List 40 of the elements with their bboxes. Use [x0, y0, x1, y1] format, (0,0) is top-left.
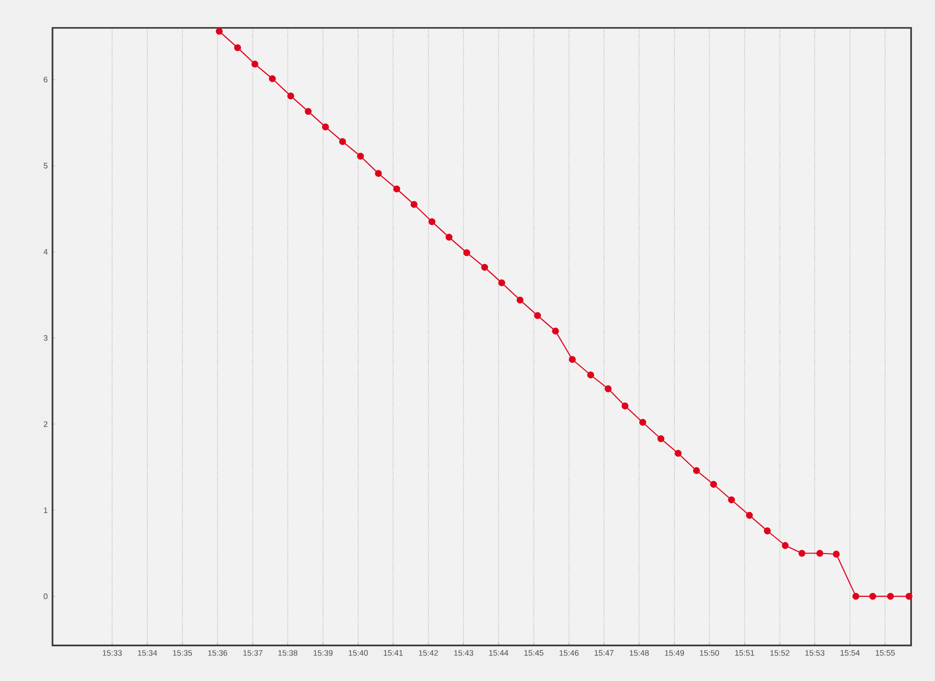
point [832, 550, 840, 558]
point [852, 592, 860, 600]
point [587, 371, 594, 378]
point [886, 592, 894, 600]
point [604, 385, 612, 392]
point [481, 264, 488, 271]
point [674, 450, 682, 457]
point [498, 279, 506, 286]
point [552, 327, 559, 334]
point [516, 296, 524, 304]
point [764, 527, 771, 534]
point [339, 138, 346, 145]
point [622, 402, 628, 410]
point [428, 218, 436, 225]
point [357, 152, 364, 160]
point [216, 28, 223, 35]
point [906, 592, 912, 600]
point [446, 234, 452, 240]
point [728, 496, 735, 504]
point [304, 108, 312, 115]
point [746, 512, 753, 519]
point [410, 200, 418, 208]
point [287, 92, 294, 100]
point [534, 312, 542, 319]
point [693, 466, 700, 474]
point [322, 123, 329, 130]
point [251, 60, 258, 68]
point [639, 418, 646, 426]
point [463, 249, 470, 256]
point [869, 592, 876, 600]
point [568, 356, 576, 363]
point [782, 542, 789, 549]
point [234, 44, 242, 52]
point [393, 185, 400, 192]
point [374, 170, 382, 177]
point [816, 550, 824, 557]
point [710, 480, 718, 488]
point [657, 435, 664, 442]
point [268, 75, 276, 82]
point [798, 550, 806, 557]
